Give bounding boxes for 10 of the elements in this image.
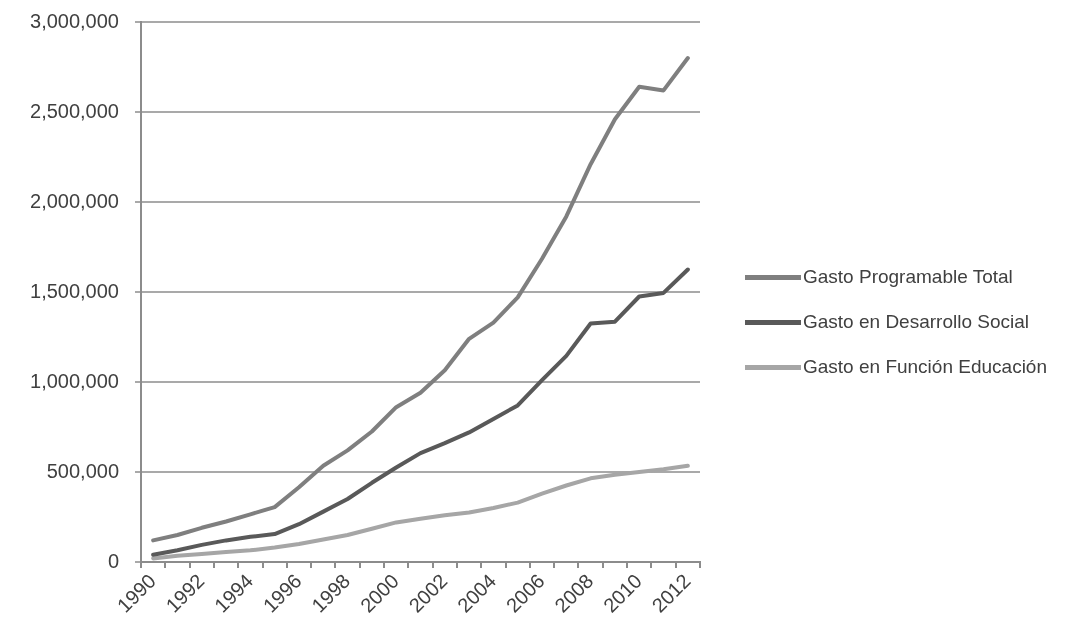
y-tick-label: 2,500,000 xyxy=(30,99,119,122)
y-tick-label: 1,000,000 xyxy=(30,369,119,392)
legend-label: Gasto Programable Total xyxy=(803,265,1013,287)
y-tick-label: 2,000,000 xyxy=(30,189,119,212)
y-tick-label: 0 xyxy=(107,549,119,572)
legend-label: Gasto en Desarrollo Social xyxy=(803,310,1029,332)
y-tick-label: 1,500,000 xyxy=(30,279,119,302)
y-tick-label: 500,000 xyxy=(46,459,119,482)
legend-label: Gasto en Función Educación xyxy=(803,355,1047,377)
y-tick-label: 3,000,000 xyxy=(30,9,119,32)
